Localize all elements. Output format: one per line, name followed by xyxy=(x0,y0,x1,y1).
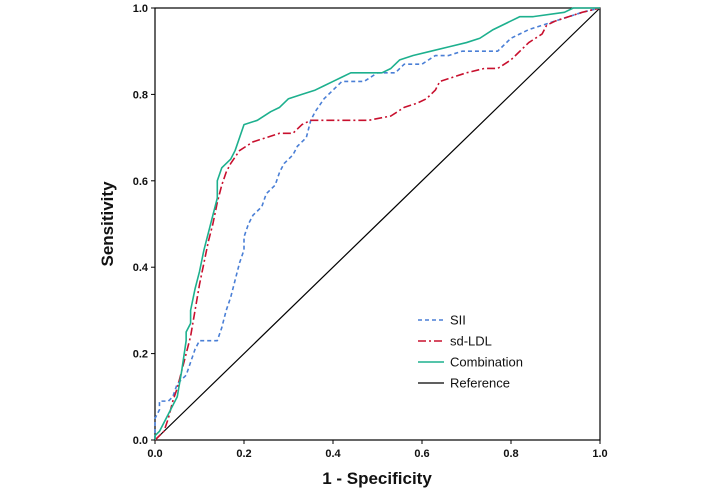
y-tick-label: 0.0 xyxy=(133,435,148,447)
tick-layer: 0.0 0.2 0.4 0.6 0.8 1.0 0.0 0.2 0.4 0.6 0.8 1.0 xyxy=(133,3,608,460)
series-line-sd-ldl xyxy=(154,7,601,441)
series-line-sii xyxy=(154,7,601,440)
y-tick-label: 1.0 xyxy=(133,3,148,15)
series-line-combination xyxy=(154,7,600,440)
legend-label-combination: Combination xyxy=(450,355,523,370)
y-axis-title: Sensitivity xyxy=(98,181,117,267)
legend-label-sd-ldl: sd-LDL xyxy=(450,334,492,349)
y-tick-label: 0.6 xyxy=(133,176,148,188)
x-axis-title: 1 - Specificity xyxy=(322,469,432,488)
y-tick-label: 0.8 xyxy=(133,89,148,101)
legend-label-reference: Reference xyxy=(450,376,510,391)
legend-label-sii: SII xyxy=(450,313,466,328)
x-tick-label: 0.2 xyxy=(236,448,251,460)
series-line-reference xyxy=(154,7,601,441)
x-tick-label: 0.0 xyxy=(147,448,162,460)
x-tick-label: 1.0 xyxy=(592,448,607,460)
series-layer xyxy=(154,7,601,441)
x-tick-label: 0.4 xyxy=(325,448,341,460)
legend: SII sd-LDL Combination Reference xyxy=(418,313,523,391)
x-tick-label: 0.8 xyxy=(503,448,518,460)
y-tick-label: 0.4 xyxy=(133,262,149,274)
y-tick-label: 0.2 xyxy=(133,349,148,361)
x-tick-label: 0.6 xyxy=(414,448,429,460)
plot-frame xyxy=(154,7,601,441)
